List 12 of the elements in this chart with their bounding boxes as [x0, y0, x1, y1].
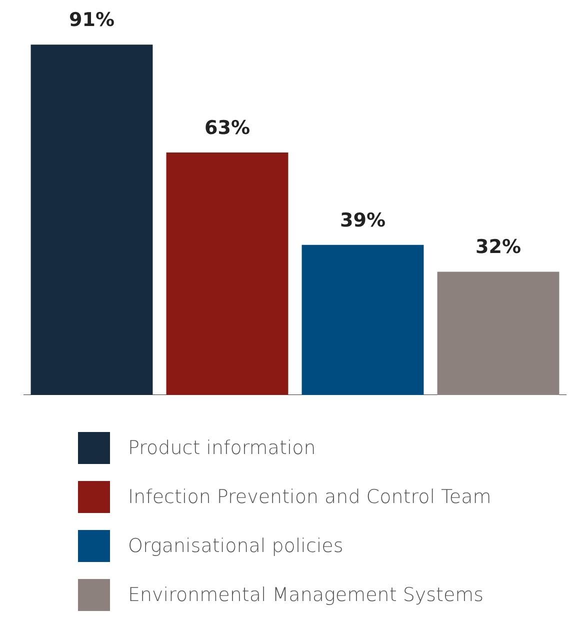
- legend-label: Product information: [128, 436, 316, 458]
- bar: [166, 152, 288, 395]
- data-label: 63%: [204, 116, 250, 139]
- data-label: 91%: [69, 9, 114, 32]
- bar: [30, 44, 153, 395]
- legend-label: Environmental Management Systems: [128, 584, 484, 606]
- data-label: 32%: [476, 236, 521, 258]
- bar: [437, 272, 560, 395]
- data-label: 39%: [340, 209, 386, 232]
- legend-label: Infection Prevention and Control Team: [128, 486, 492, 508]
- legend-label: Organisational policies: [128, 534, 344, 556]
- bar: [302, 244, 424, 395]
